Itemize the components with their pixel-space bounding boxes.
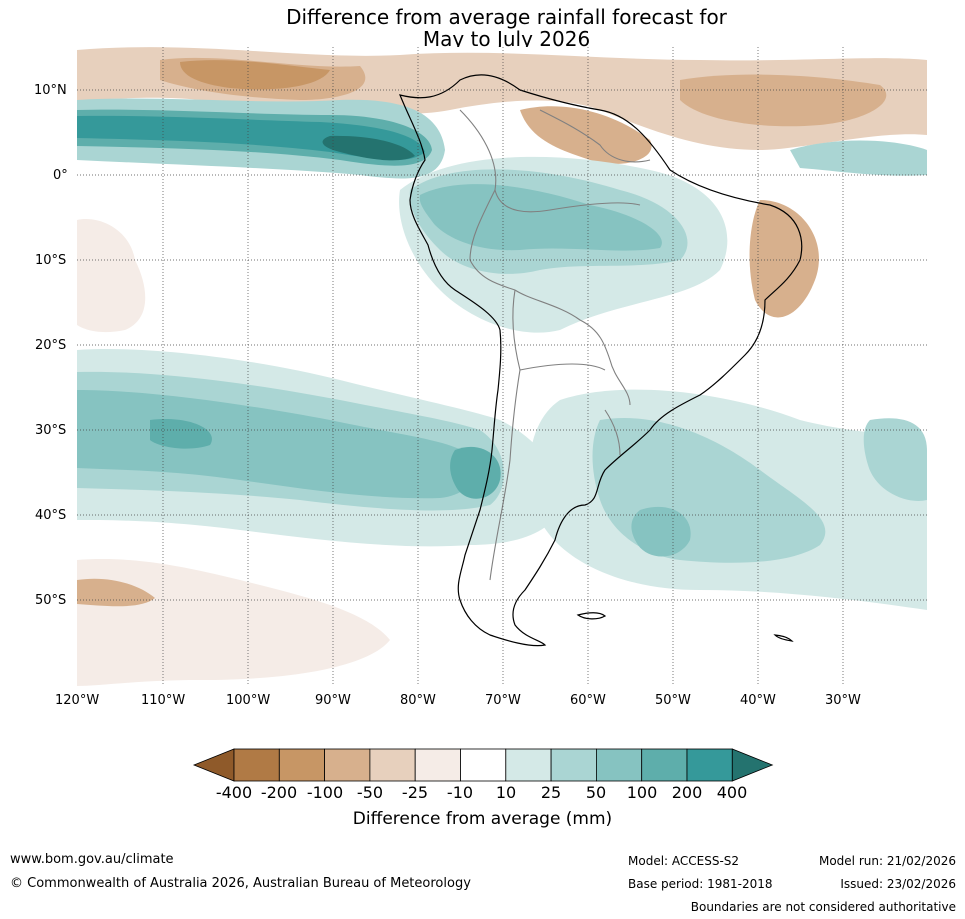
dry-atlantic-north	[680, 74, 887, 127]
colorbar-tick-label: -200	[260, 783, 298, 802]
colorbar-tick-label: 10	[495, 783, 517, 802]
colorbar-tick-label: 400	[716, 783, 748, 802]
footer-disclaimer: Boundaries are not considered authoritat…	[690, 900, 956, 914]
graticule	[77, 47, 927, 686]
colorbar-swatch	[414, 748, 461, 782]
dry-brazil-east	[749, 200, 819, 318]
wet-eq-pacific-max	[322, 135, 415, 161]
wet-amazon-core	[419, 184, 662, 251]
colorbar-tick-label: -100	[306, 783, 344, 802]
coastlines	[399, 74, 803, 647]
footer-issued: Issued: 23/02/2026	[840, 877, 956, 891]
lon-label: 90°W	[315, 693, 351, 708]
colorbar	[192, 748, 774, 782]
footer-copyright: © Commonwealth of Australia 2026, Austra…	[10, 876, 471, 891]
dry-southwest-pacific	[77, 219, 146, 333]
border-line-7	[539, 109, 651, 163]
wet-pacific-max	[150, 419, 212, 449]
colorbar-tick-label: 50	[585, 783, 607, 802]
border-line-5	[489, 369, 521, 581]
footer-model-run: Model run: 21/02/2026	[818, 854, 956, 868]
colorbar-swatch	[686, 748, 733, 782]
wet-south-pacific-core	[77, 390, 474, 499]
dry-south-pacific	[77, 559, 390, 686]
lon-label: 120°W	[55, 693, 100, 708]
wet-south-atlantic-core	[631, 506, 691, 557]
colorbar-swatch	[324, 748, 371, 782]
lon-label: 40°W	[740, 693, 776, 708]
wet-atlantic-east	[863, 418, 927, 501]
footer-url[interactable]: www.bom.gov.au/climate	[10, 852, 174, 867]
colorbar-swatch	[550, 748, 597, 782]
colorbar-tick-label: 25	[540, 783, 562, 802]
colorbar-swatch	[596, 748, 643, 782]
map-title-line1: Difference from average rainfall forecas…	[286, 5, 727, 29]
lat-label: 50°S	[35, 593, 67, 608]
colorbar-tick-label: -25	[401, 783, 429, 802]
colorbar-tick-label: -400	[215, 783, 253, 802]
footer-base-period: Base period: 1981-2018	[628, 877, 773, 891]
colorbar-swatch	[278, 748, 325, 782]
colorbar-tick-label: 200	[671, 783, 703, 802]
lon-label: 30°W	[825, 693, 861, 708]
lon-label: 110°W	[141, 693, 186, 708]
wet-chile-max	[450, 446, 501, 499]
wet-eq-atlantic	[790, 140, 927, 176]
lon-label: 50°W	[655, 693, 691, 708]
colorbar-tick-label: -50	[356, 783, 384, 802]
colorbar-label: Difference from average (mm)	[352, 809, 613, 829]
dry-band-north-core	[180, 60, 330, 90]
colorbar-swatch	[369, 748, 416, 782]
border-line-1	[459, 109, 641, 213]
colorbar-swatch	[641, 748, 688, 782]
lon-label: 60°W	[570, 693, 606, 708]
footer-model: Model: ACCESS-S2	[628, 854, 740, 868]
colorbar-swatch	[505, 748, 552, 782]
lat-label: 10°N	[34, 83, 67, 98]
lon-label: 80°W	[400, 693, 436, 708]
lat-label: 10°S	[35, 253, 67, 268]
dry-south-pacific-core	[77, 578, 155, 607]
colorbar-extend-high	[731, 748, 774, 782]
lat-label: 40°S	[35, 508, 67, 523]
south-america-outline	[399, 74, 803, 647]
colorbar-swatch	[460, 748, 507, 782]
south-georgia	[773, 634, 794, 642]
lat-label: 0°	[53, 168, 68, 183]
map-title-line2: May to July 2026	[422, 27, 591, 51]
colorbar-tick-label: 100	[626, 783, 658, 802]
lat-label: 30°S	[35, 423, 67, 438]
lon-label: 70°W	[485, 693, 521, 708]
falkland-islands	[576, 612, 607, 620]
colorbar-swatch	[233, 748, 280, 782]
border-line-6	[604, 409, 621, 456]
colorbar-extend-low	[192, 748, 235, 782]
colorbar-tick-label: -10	[446, 783, 474, 802]
border-line-3	[514, 289, 631, 406]
lat-label: 20°S	[35, 338, 67, 353]
lon-label: 100°W	[226, 693, 271, 708]
